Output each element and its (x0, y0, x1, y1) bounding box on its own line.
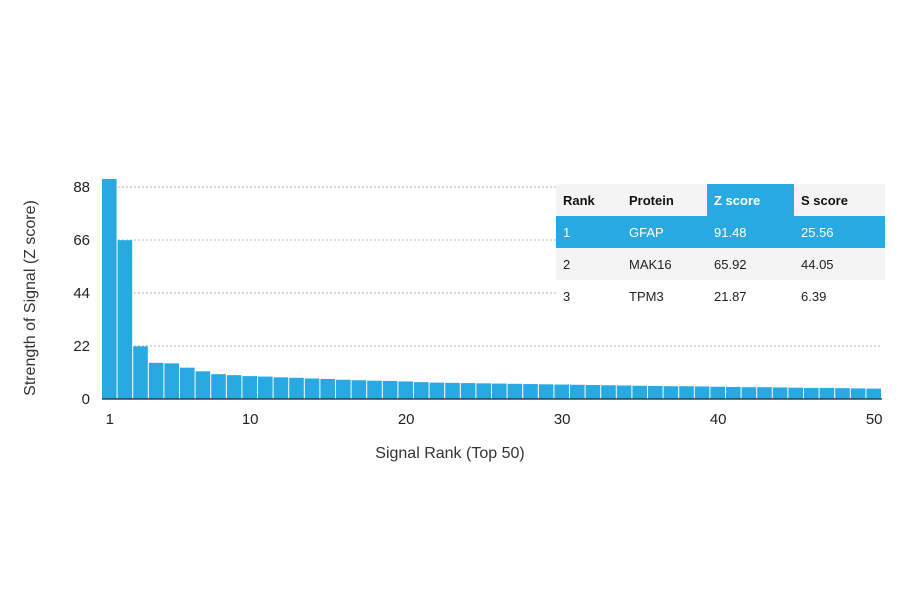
bar-rank-2 (117, 240, 133, 399)
bar-rank-11 (258, 376, 273, 399)
bar-rank-1 (102, 179, 117, 399)
table-header-z-score: Z score (714, 193, 760, 208)
bar-rank-15 (320, 379, 335, 399)
x-tick-label-50: 50 (866, 411, 883, 428)
bar-rank-48 (835, 388, 850, 399)
bar-rank-41 (726, 386, 741, 399)
table-row-3 (556, 280, 885, 312)
bar-rank-31 (570, 384, 585, 399)
table-cell: TPM3 (629, 289, 664, 304)
bar-rank-18 (367, 380, 382, 399)
bar-rank-39 (694, 386, 710, 399)
x-tick-label-20: 20 (398, 411, 415, 428)
table-header-rank: Rank (563, 193, 596, 208)
table-cell: 6.39 (801, 289, 826, 304)
bar-rank-42 (741, 387, 757, 399)
bar-rank-23 (445, 382, 460, 399)
bars (102, 179, 881, 399)
bar-rank-45 (788, 387, 803, 399)
x-tick-label-30: 30 (554, 411, 571, 428)
bar-rank-8 (211, 374, 226, 399)
bar-rank-5 (164, 363, 179, 399)
x-tick-label-1: 1 (106, 411, 114, 428)
bar-rank-36 (648, 385, 663, 399)
bar-rank-40 (710, 386, 725, 399)
x-tick-label-10: 10 (242, 411, 259, 428)
y-tick-label-66: 66 (73, 232, 90, 249)
table-cell: 91.48 (714, 225, 747, 240)
bar-rank-35 (632, 385, 647, 399)
bar-rank-43 (757, 387, 772, 399)
table-cell: 2 (563, 257, 570, 272)
y-tick-label-44: 44 (73, 285, 90, 302)
bar-rank-10 (242, 376, 257, 399)
bar-rank-30 (554, 384, 569, 399)
bar-rank-44 (772, 387, 788, 399)
bar-rank-50 (866, 388, 881, 399)
bar-rank-19 (382, 380, 398, 399)
bar-rank-28 (523, 384, 538, 399)
bar-rank-17 (351, 380, 367, 399)
table-header-protein: Protein (629, 193, 674, 208)
bar-rank-6 (180, 367, 195, 399)
y-tick-label-22: 22 (73, 338, 90, 355)
bar-rank-21 (414, 382, 429, 399)
bar-rank-47 (819, 387, 835, 399)
bar-rank-9 (226, 375, 242, 399)
table-cell: 1 (563, 225, 570, 240)
bar-rank-12 (273, 377, 289, 399)
table-cell: 3 (563, 289, 570, 304)
table-cell: 25.56 (801, 225, 834, 240)
table-row-1 (556, 216, 885, 248)
table-header-highlight (707, 184, 794, 216)
table-cell: 44.05 (801, 257, 834, 272)
bar-rank-29 (538, 384, 554, 399)
x-tick-label-40: 40 (710, 411, 727, 428)
table-cell: GFAP (629, 225, 664, 240)
table-row-2 (556, 248, 885, 280)
bar-rank-14 (304, 378, 320, 399)
bar-rank-26 (492, 383, 507, 399)
x-axis-title: Signal Rank (Top 50) (375, 445, 524, 462)
bar-rank-3 (133, 346, 148, 399)
bar-rank-49 (850, 388, 866, 399)
signal-table: Rank Protein Z score S score 1 GFAP 91.48 25.56… (556, 184, 885, 312)
table-cell: 21.87 (714, 289, 747, 304)
bar-rank-16 (336, 379, 351, 399)
bar-rank-32 (585, 385, 601, 399)
y-tick-label-88: 88 (73, 179, 90, 196)
x-tick-labels: 1 10 20 30 40 50 (106, 411, 883, 428)
bar-rank-20 (398, 381, 413, 399)
table-header-s-score: S score (801, 193, 848, 208)
y-tick-label-0: 0 (82, 391, 90, 408)
bar-rank-7 (195, 371, 211, 399)
y-axis-title: Strength of Signal (Z score) (22, 200, 39, 396)
bar-rank-27 (507, 383, 523, 399)
table-cell: MAK16 (629, 257, 672, 272)
bar-rank-37 (663, 386, 679, 399)
y-tick-labels: 0 22 44 66 88 (73, 179, 90, 408)
bar-rank-33 (601, 385, 616, 399)
bar-rank-38 (679, 386, 694, 399)
bar-rank-4 (148, 362, 164, 399)
bar-rank-24 (460, 383, 476, 399)
bar-rank-34 (616, 385, 632, 399)
bar-rank-25 (476, 383, 491, 399)
table-cell: 65.92 (714, 257, 747, 272)
bar-rank-22 (429, 382, 445, 399)
bar-rank-13 (289, 377, 304, 399)
bar-rank-46 (804, 387, 819, 399)
